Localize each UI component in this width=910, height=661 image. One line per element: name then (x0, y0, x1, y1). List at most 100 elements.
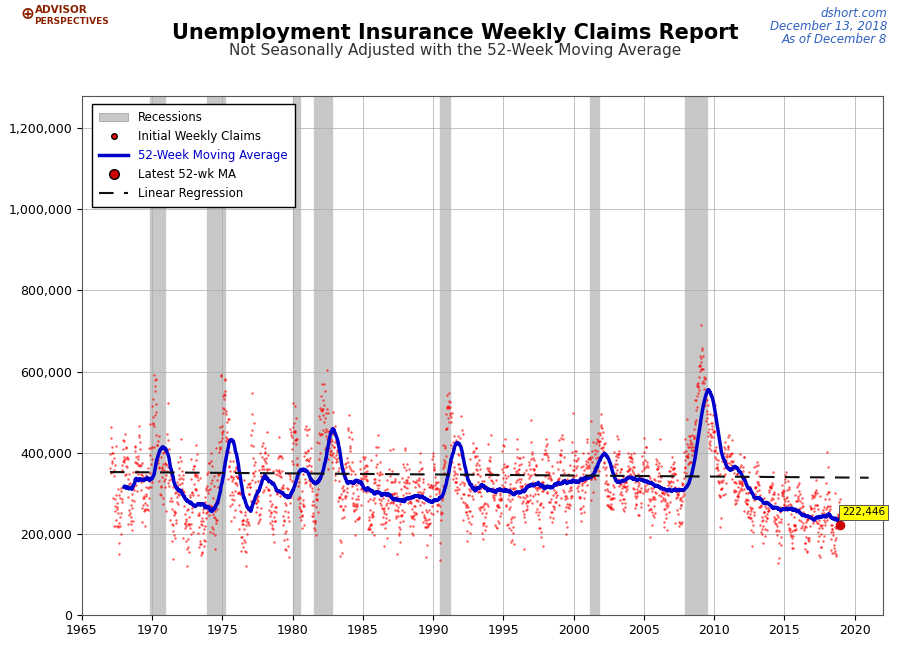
Point (481, 438, 496, 449)
Point (299, 454, 314, 465)
Point (541, 488, 555, 498)
Point (663, 484, 678, 494)
Point (795, 501, 810, 512)
Point (302, 460, 317, 471)
Point (774, 486, 789, 497)
Point (470, 469, 484, 479)
Point (463, 481, 478, 492)
Point (380, 503, 395, 514)
Point (294, 515, 308, 525)
Point (706, 410, 721, 421)
Point (362, 524, 377, 534)
Point (758, 503, 773, 514)
Point (221, 414, 236, 425)
Point (486, 478, 501, 488)
Point (440, 423, 454, 434)
Point (202, 484, 217, 494)
Point (533, 527, 548, 537)
Point (699, 415, 713, 426)
Point (669, 486, 683, 496)
Point (288, 433, 303, 444)
Point (796, 507, 811, 518)
Point (322, 449, 337, 459)
Point (540, 487, 554, 498)
Point (442, 402, 457, 412)
Point (719, 478, 733, 488)
Point (167, 510, 182, 520)
Point (541, 473, 555, 483)
Point (484, 476, 499, 486)
Point (521, 479, 535, 489)
Point (113, 492, 127, 503)
Point (689, 414, 703, 425)
Point (184, 528, 198, 539)
Point (648, 475, 662, 485)
Point (378, 485, 392, 495)
Point (627, 484, 642, 494)
Point (597, 438, 612, 449)
Point (165, 496, 179, 506)
Point (775, 488, 790, 498)
Point (367, 529, 381, 540)
Point (489, 475, 503, 485)
Point (727, 468, 742, 479)
Point (779, 501, 794, 512)
Point (198, 485, 213, 496)
Point (788, 490, 803, 500)
Point (671, 490, 685, 500)
Point (338, 459, 352, 469)
Point (173, 479, 187, 489)
Point (771, 557, 785, 568)
Point (312, 438, 327, 448)
Point (274, 472, 288, 483)
Point (786, 520, 801, 531)
Point (804, 504, 818, 515)
Point (336, 486, 350, 496)
Point (735, 478, 750, 488)
Point (457, 488, 471, 499)
Point (168, 481, 183, 492)
Point (411, 486, 426, 497)
Point (430, 477, 445, 487)
Point (487, 494, 501, 505)
Point (491, 516, 506, 526)
Point (499, 473, 513, 483)
Point (736, 466, 751, 477)
Point (803, 501, 817, 512)
Point (511, 453, 526, 463)
Point (267, 512, 281, 522)
Point (577, 493, 592, 504)
Point (595, 422, 610, 433)
Point (177, 501, 192, 512)
Point (182, 523, 197, 533)
Point (132, 460, 147, 471)
Point (616, 494, 631, 504)
Point (329, 456, 343, 467)
Point (605, 504, 620, 514)
Point (751, 477, 765, 487)
Point (530, 470, 544, 481)
Point (720, 449, 734, 459)
Point (320, 453, 335, 464)
Point (183, 490, 197, 500)
Point (672, 509, 686, 520)
Point (225, 494, 239, 504)
Point (670, 491, 684, 502)
Point (498, 469, 512, 480)
Point (682, 430, 697, 441)
Point (261, 484, 276, 494)
Point (162, 444, 177, 455)
Point (535, 486, 550, 496)
Point (441, 387, 456, 398)
Point (783, 525, 797, 535)
Point (787, 525, 802, 535)
Point (418, 513, 432, 524)
Point (647, 492, 662, 502)
Point (213, 422, 228, 432)
Point (262, 464, 277, 475)
Point (700, 408, 714, 419)
Point (625, 465, 640, 475)
Point (687, 432, 702, 443)
Point (657, 504, 672, 514)
Point (517, 468, 531, 479)
